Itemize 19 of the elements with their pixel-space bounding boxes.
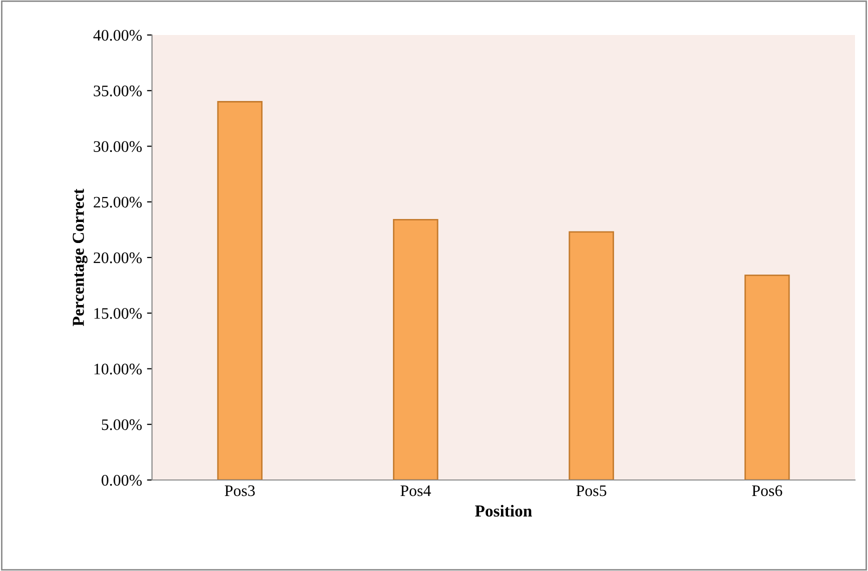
y-tick-label: 15.00% bbox=[94, 308, 142, 319]
bar bbox=[568, 231, 614, 480]
y-tick-label: 25.00% bbox=[94, 196, 142, 208]
x-tick-label: Pos6 bbox=[752, 485, 782, 496]
y-axis-title: Percentage Correct bbox=[72, 188, 88, 326]
x-tick-label: Pos3 bbox=[224, 485, 255, 496]
y-tick-label: 5.00% bbox=[102, 419, 142, 430]
y-tick-label: 35.00% bbox=[94, 86, 142, 96]
y-tick-label: 30.00% bbox=[94, 141, 142, 152]
bar bbox=[744, 274, 790, 480]
bar bbox=[217, 101, 263, 480]
x-axis-title: Position bbox=[475, 504, 532, 517]
x-tick-label: Pos5 bbox=[576, 485, 606, 496]
y-tick-label: 10.00% bbox=[94, 364, 142, 375]
y-tick-label: 20.00% bbox=[94, 252, 142, 264]
x-tick-label: Pos4 bbox=[400, 485, 431, 496]
y-tick-label: 40.00% bbox=[93, 30, 142, 41]
bar bbox=[392, 218, 438, 480]
y-tick-label: 0.00% bbox=[102, 474, 142, 486]
